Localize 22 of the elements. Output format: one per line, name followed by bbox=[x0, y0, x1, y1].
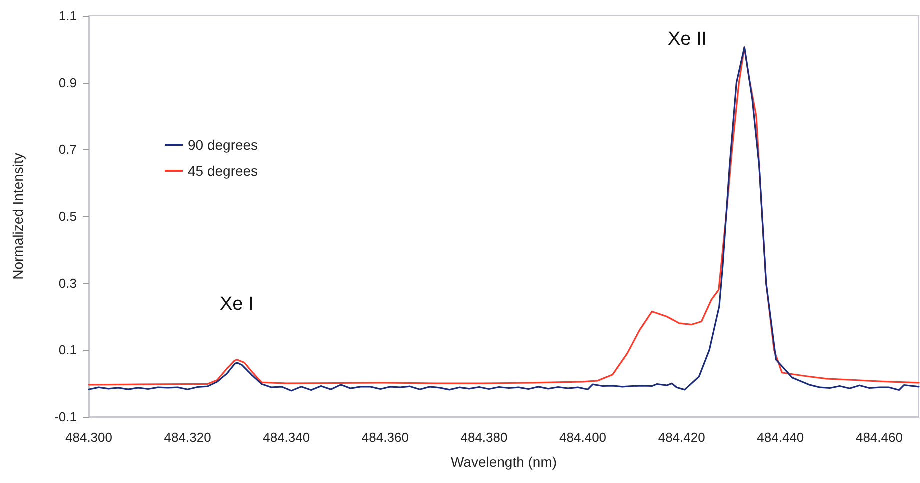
x-axis-title: Wavelength (nm) bbox=[450, 454, 558, 470]
y-axis-title: Normalized Intensity bbox=[10, 153, 26, 280]
annotation: Xe II bbox=[668, 29, 708, 50]
y-tick-label: 0.7 bbox=[58, 142, 77, 158]
x-tick-label: 484.460 bbox=[856, 430, 903, 445]
x-tick-label: 484.400 bbox=[560, 430, 607, 445]
x-tick-label: 484.340 bbox=[263, 430, 310, 445]
y-tick-label: 0.5 bbox=[58, 209, 77, 224]
annotation: Xe I bbox=[220, 294, 254, 315]
y-tick-label: 1.1 bbox=[58, 8, 77, 24]
x-tick-label: 484.420 bbox=[658, 430, 706, 445]
y-tick-label: 0.3 bbox=[58, 276, 77, 291]
y-tick-label: 0.9 bbox=[58, 75, 77, 90]
x-tick-label: 484.360 bbox=[362, 430, 409, 445]
x-tick-label: 484.380 bbox=[460, 430, 508, 445]
x-tick-label: 484.440 bbox=[757, 430, 804, 445]
legend-label: 90 degrees bbox=[188, 137, 258, 153]
x-tick-label: 484.300 bbox=[66, 430, 112, 445]
y-tick-label: -0.1 bbox=[54, 410, 77, 424]
x-tick-label: 484.320 bbox=[164, 430, 212, 445]
y-tick-label: 0.1 bbox=[58, 342, 77, 358]
legend-label: 45 degrees bbox=[188, 163, 258, 179]
